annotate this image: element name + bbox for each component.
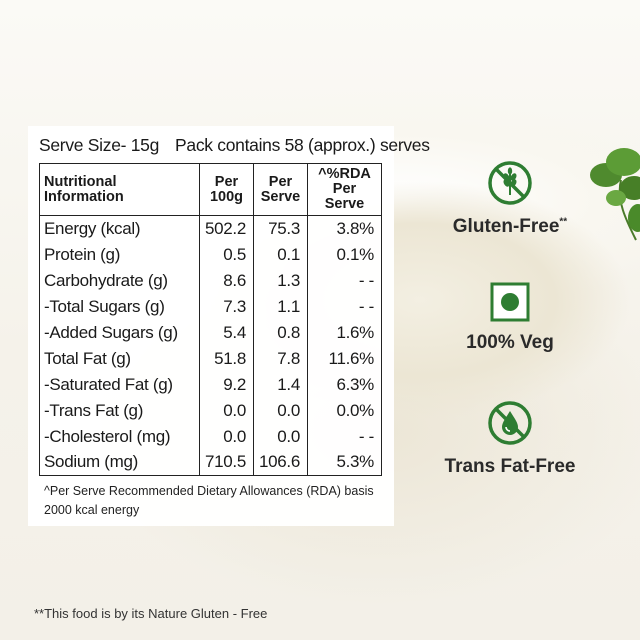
veg-badge: 100% Veg xyxy=(410,282,610,354)
serve-size: Serve Size- 15g xyxy=(39,135,160,155)
pack-contains: Pack contains 58 (approx.) serves xyxy=(175,135,430,155)
value-rda: 6.3% xyxy=(307,371,382,398)
header-nutritional-information: Nutritional Information xyxy=(39,163,200,216)
gluten-free-mark: ** xyxy=(559,216,568,228)
value-per-100g: 0.5 xyxy=(199,241,254,268)
nutrient-name: Sodium (mg) xyxy=(39,449,200,476)
no-wheat-icon xyxy=(488,161,532,205)
table-row: Total Fat (g) 51.8 7.8 11.6% xyxy=(39,345,382,372)
table-row: Carbohydrate (g) 8.6 1.3 - - xyxy=(39,267,382,294)
value-per-serve: 1.4 xyxy=(253,371,308,398)
gluten-free-note: **This food is by its Nature Gluten - Fr… xyxy=(34,606,268,621)
header-per-serve: Per Serve xyxy=(253,163,308,216)
value-per-serve: 7.8 xyxy=(253,345,308,372)
nutrient-name: -Cholesterol (mg) xyxy=(39,423,200,450)
table-row: -Added Sugars (g) 5.4 0.8 1.6% xyxy=(39,319,382,346)
serve-size-line: Serve Size- 15g Pack contains 58 (approx… xyxy=(39,135,430,156)
value-per-100g: 0.0 xyxy=(199,423,254,450)
table-row: -Trans Fat (g) 0.0 0.0 0.0% xyxy=(39,397,382,424)
value-per-serve: 0.0 xyxy=(253,397,308,424)
nutrient-name: Total Fat (g) xyxy=(39,345,200,372)
nutrition-table-wrap: Nutritional Information Per 100g Per Ser… xyxy=(39,163,382,476)
veg-label: 100% Veg xyxy=(466,332,554,353)
trans-fat-free-badge: Trans Fat-Free xyxy=(410,400,610,478)
rda-footnote: ^Per Serve Recommended Dietary Allowance… xyxy=(44,484,374,517)
value-per-serve: 75.3 xyxy=(253,215,308,242)
value-rda: - - xyxy=(307,293,382,320)
value-per-100g: 0.0 xyxy=(199,397,254,424)
value-per-serve: 0.1 xyxy=(253,241,308,268)
nutrient-name: -Trans Fat (g) xyxy=(39,397,200,424)
value-per-100g: 7.3 xyxy=(199,293,254,320)
parsley-garnish-icon xyxy=(590,148,640,241)
nutrient-name: -Added Sugars (g) xyxy=(39,319,200,346)
value-rda: 11.6% xyxy=(307,345,382,372)
nutrient-name: Protein (g) xyxy=(39,241,200,268)
value-rda: 3.8% xyxy=(307,215,382,242)
value-rda: - - xyxy=(307,423,382,450)
table-row: -Cholesterol (mg) 0.0 0.0 - - xyxy=(39,423,382,450)
value-rda: - - xyxy=(307,267,382,294)
no-oil-drop-icon xyxy=(488,401,532,445)
value-rda: 0.0% xyxy=(307,397,382,424)
value-per-100g: 502.2 xyxy=(199,215,254,242)
value-per-100g: 51.8 xyxy=(199,345,254,372)
veg-symbol-icon xyxy=(490,282,530,322)
value-per-serve: 0.8 xyxy=(253,319,308,346)
gluten-free-label: Gluten-Free** xyxy=(452,216,568,237)
table-row: Sodium (mg) 710.5 106.6 5.3% xyxy=(39,449,382,476)
value-per-serve: 1.1 xyxy=(253,293,308,320)
table-row: -Saturated Fat (g) 9.2 1.4 6.3% xyxy=(39,371,382,398)
table-row: Energy (kcal) 502.2 75.3 3.8% xyxy=(39,215,382,242)
header-rda-per-serve: ^%RDA Per Serve xyxy=(307,163,382,216)
nutrient-name: Energy (kcal) xyxy=(39,215,200,242)
value-per-serve: 106.6 xyxy=(253,449,308,476)
value-rda: 1.6% xyxy=(307,319,382,346)
nutrient-name: -Saturated Fat (g) xyxy=(39,371,200,398)
table-header-row: Nutritional Information Per 100g Per Ser… xyxy=(39,163,382,216)
value-per-100g: 8.6 xyxy=(199,267,254,294)
table-row: -Total Sugars (g) 7.3 1.1 - - xyxy=(39,293,382,320)
value-per-100g: 710.5 xyxy=(199,449,254,476)
trans-fat-free-label: Trans Fat-Free xyxy=(444,456,576,477)
value-per-100g: 5.4 xyxy=(199,319,254,346)
value-rda: 5.3% xyxy=(307,449,382,476)
nutrition-table: Nutritional Information Per 100g Per Ser… xyxy=(39,163,382,476)
header-per-100g: Per 100g xyxy=(199,163,254,216)
value-rda: 0.1% xyxy=(307,241,382,268)
nutrient-name: Carbohydrate (g) xyxy=(39,267,200,294)
nutrient-name: -Total Sugars (g) xyxy=(39,293,200,320)
table-row: Protein (g) 0.5 0.1 0.1% xyxy=(39,241,382,268)
value-per-serve: 1.3 xyxy=(253,267,308,294)
value-per-serve: 0.0 xyxy=(253,423,308,450)
gluten-free-badge: Gluten-Free** xyxy=(410,160,610,238)
value-per-100g: 9.2 xyxy=(199,371,254,398)
